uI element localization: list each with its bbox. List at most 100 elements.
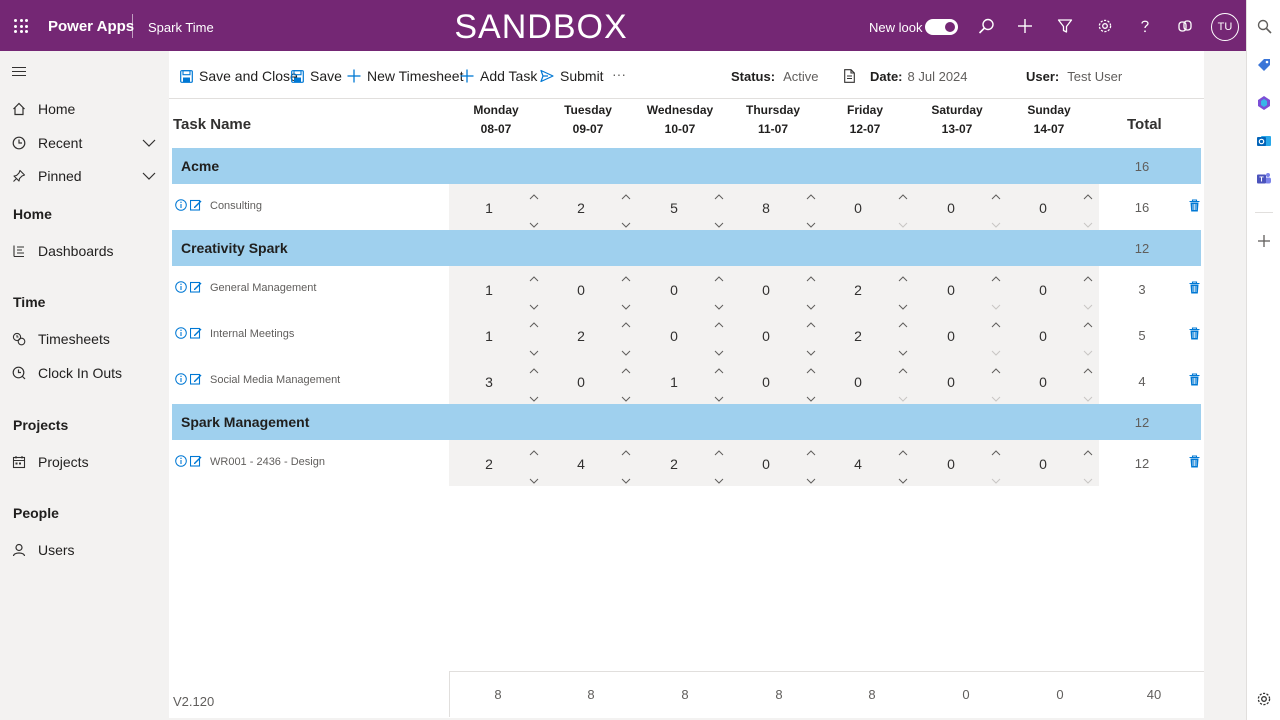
- hours-input[interactable]: 0: [634, 312, 726, 358]
- new-timesheet-button[interactable]: New Timesheet: [347, 67, 463, 85]
- chevron-down-icon[interactable]: [621, 344, 631, 356]
- chevron-down-icon[interactable]: [1083, 344, 1093, 356]
- edit-icon[interactable]: [190, 327, 202, 339]
- hours-input[interactable]: 1: [449, 312, 541, 358]
- chevron-down-icon[interactable]: [1083, 472, 1093, 484]
- hours-input[interactable]: 0: [911, 312, 1003, 358]
- hours-input[interactable]: 0: [911, 184, 1003, 230]
- hours-value[interactable]: 0: [762, 456, 770, 472]
- hours-value[interactable]: 0: [762, 328, 770, 344]
- chevron-down-icon[interactable]: [991, 472, 1001, 484]
- hours-input[interactable]: 2: [541, 184, 633, 230]
- teams-icon[interactable]: T: [1255, 170, 1273, 188]
- chevron-up-icon[interactable]: [991, 188, 1001, 200]
- add-icon[interactable]: [1014, 15, 1036, 37]
- app-name[interactable]: Power Apps: [48, 18, 135, 35]
- chevron-down-icon[interactable]: [806, 472, 816, 484]
- nav-item-timesheets[interactable]: Timesheets: [0, 326, 169, 352]
- delete-icon[interactable]: [1189, 373, 1200, 386]
- chevron-up-icon[interactable]: [529, 188, 539, 200]
- hours-input[interactable]: 3: [449, 358, 541, 404]
- save-button[interactable]: Save: [290, 67, 342, 85]
- nav-item-clock-in-outs[interactable]: Clock In Outs: [0, 360, 169, 386]
- edit-icon[interactable]: [190, 199, 202, 211]
- hours-value[interactable]: 8: [762, 200, 770, 216]
- hours-value[interactable]: 2: [485, 456, 493, 472]
- hours-value[interactable]: 1: [485, 282, 493, 298]
- hours-value[interactable]: 1: [485, 200, 493, 216]
- hours-value[interactable]: 0: [670, 282, 678, 298]
- chevron-up-icon[interactable]: [1083, 444, 1093, 456]
- info-icon[interactable]: [175, 199, 187, 211]
- hours-value[interactable]: 1: [670, 374, 678, 390]
- hours-value[interactable]: 0: [1039, 200, 1047, 216]
- chevron-down-icon[interactable]: [991, 344, 1001, 356]
- settings-icon[interactable]: [1255, 690, 1273, 708]
- nav-item-projects[interactable]: Projects: [0, 449, 169, 475]
- chevron-down-icon[interactable]: [621, 472, 631, 484]
- hours-input[interactable]: 0: [541, 266, 633, 312]
- chevron-up-icon[interactable]: [991, 270, 1001, 282]
- task-name[interactable]: Social Media Management: [210, 374, 341, 386]
- nav-item-recent[interactable]: Recent: [0, 130, 169, 156]
- edit-icon[interactable]: [190, 455, 202, 467]
- hours-value[interactable]: 0: [947, 282, 955, 298]
- chevron-down-icon[interactable]: [806, 216, 816, 228]
- hours-value[interactable]: 0: [947, 374, 955, 390]
- delete-icon[interactable]: [1189, 455, 1200, 468]
- hours-value[interactable]: 3: [485, 374, 493, 390]
- chevron-up-icon[interactable]: [714, 188, 724, 200]
- info-icon[interactable]: [175, 373, 187, 385]
- chevron-down-icon[interactable]: [714, 390, 724, 402]
- user-avatar[interactable]: TU: [1211, 13, 1239, 41]
- add-task-button[interactable]: Add Task: [460, 67, 537, 85]
- hours-input[interactable]: 2: [541, 312, 633, 358]
- search-icon[interactable]: [1255, 17, 1273, 35]
- delete-icon[interactable]: [1189, 327, 1200, 340]
- hours-value[interactable]: 5: [670, 200, 678, 216]
- group-row[interactable]: Creativity Spark 12: [172, 230, 1201, 266]
- hours-input[interactable]: 0: [726, 266, 818, 312]
- hours-value[interactable]: 0: [947, 456, 955, 472]
- group-row[interactable]: Acme 16: [172, 148, 1201, 184]
- chevron-down-icon[interactable]: [1083, 390, 1093, 402]
- chevron-down-icon[interactable]: [529, 298, 539, 310]
- copilot-icon[interactable]: [1174, 15, 1196, 37]
- app-launcher-icon[interactable]: [14, 19, 28, 33]
- hours-value[interactable]: 0: [854, 374, 862, 390]
- chevron-up-icon[interactable]: [529, 444, 539, 456]
- hours-value[interactable]: 0: [762, 282, 770, 298]
- hours-input[interactable]: 0: [1003, 312, 1095, 358]
- chevron-down-icon[interactable]: [714, 298, 724, 310]
- help-icon[interactable]: [1134, 15, 1156, 37]
- tag-icon[interactable]: [1255, 56, 1273, 74]
- delete-icon[interactable]: [1189, 281, 1200, 294]
- chevron-down-icon[interactable]: [991, 216, 1001, 228]
- chevron-down-icon[interactable]: [142, 136, 156, 150]
- hours-input[interactable]: 2: [818, 312, 910, 358]
- nav-item-home[interactable]: Home: [0, 96, 169, 122]
- chevron-up-icon[interactable]: [806, 316, 816, 328]
- hours-value[interactable]: 0: [947, 200, 955, 216]
- nav-item-users[interactable]: Users: [0, 537, 169, 563]
- hours-input[interactable]: 2: [449, 440, 541, 486]
- hours-input[interactable]: 2: [634, 440, 726, 486]
- info-icon[interactable]: [175, 281, 187, 293]
- hours-input[interactable]: 1: [449, 266, 541, 312]
- hours-value[interactable]: 0: [577, 282, 585, 298]
- hours-value[interactable]: 0: [854, 200, 862, 216]
- hours-input[interactable]: 0: [1003, 266, 1095, 312]
- chevron-down-icon[interactable]: [898, 298, 908, 310]
- chevron-up-icon[interactable]: [529, 362, 539, 374]
- chevron-down-icon[interactable]: [529, 344, 539, 356]
- info-icon[interactable]: [175, 455, 187, 467]
- chevron-down-icon[interactable]: [806, 344, 816, 356]
- chevron-up-icon[interactable]: [898, 362, 908, 374]
- task-name[interactable]: Consulting: [210, 200, 262, 212]
- chevron-up-icon[interactable]: [529, 316, 539, 328]
- chevron-down-icon[interactable]: [898, 390, 908, 402]
- info-icon[interactable]: [175, 327, 187, 339]
- chevron-up-icon[interactable]: [1083, 270, 1093, 282]
- nav-item-pinned[interactable]: Pinned: [0, 163, 169, 189]
- chevron-down-icon[interactable]: [806, 298, 816, 310]
